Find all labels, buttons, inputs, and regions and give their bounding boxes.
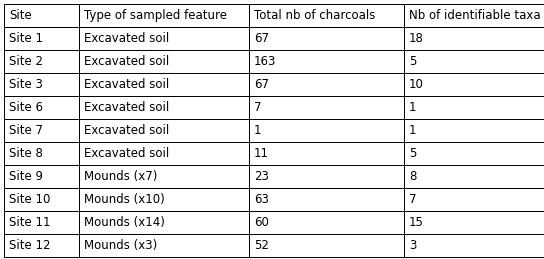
Text: Excavated soil: Excavated soil bbox=[84, 147, 169, 160]
Text: Excavated soil: Excavated soil bbox=[84, 124, 169, 137]
Text: 67: 67 bbox=[254, 32, 269, 45]
Text: Site 12: Site 12 bbox=[9, 239, 51, 252]
Bar bbox=[4, 188, 79, 211]
Bar bbox=[249, 73, 404, 96]
Bar bbox=[404, 96, 544, 119]
Text: Site 6: Site 6 bbox=[9, 101, 43, 114]
Text: 1: 1 bbox=[409, 124, 417, 137]
Text: 63: 63 bbox=[254, 193, 269, 206]
Bar bbox=[4, 211, 79, 234]
Text: Site 1: Site 1 bbox=[9, 32, 43, 45]
Bar bbox=[4, 27, 79, 50]
Bar bbox=[404, 142, 544, 165]
Text: Total nb of charcoals: Total nb of charcoals bbox=[254, 9, 375, 22]
Bar bbox=[249, 96, 404, 119]
Bar bbox=[404, 119, 544, 142]
Text: Site: Site bbox=[9, 9, 32, 22]
Text: 7: 7 bbox=[409, 193, 417, 206]
Text: Site 7: Site 7 bbox=[9, 124, 43, 137]
Text: Excavated soil: Excavated soil bbox=[84, 101, 169, 114]
Text: Mounds (x3): Mounds (x3) bbox=[84, 239, 157, 252]
Bar bbox=[4, 73, 79, 96]
Text: Excavated soil: Excavated soil bbox=[84, 32, 169, 45]
Bar bbox=[404, 73, 544, 96]
Bar bbox=[404, 4, 544, 27]
Text: 10: 10 bbox=[409, 78, 424, 91]
Bar bbox=[79, 119, 249, 142]
Text: Mounds (x10): Mounds (x10) bbox=[84, 193, 165, 206]
Bar bbox=[79, 4, 249, 27]
Bar bbox=[249, 234, 404, 257]
Bar bbox=[79, 165, 249, 188]
Text: 15: 15 bbox=[409, 216, 424, 229]
Bar bbox=[404, 211, 544, 234]
Text: 163: 163 bbox=[254, 55, 276, 68]
Text: 8: 8 bbox=[409, 170, 416, 183]
Text: Site 2: Site 2 bbox=[9, 55, 43, 68]
Bar bbox=[404, 27, 544, 50]
Text: 1: 1 bbox=[254, 124, 262, 137]
Text: Site 10: Site 10 bbox=[9, 193, 51, 206]
Bar bbox=[4, 165, 79, 188]
Bar bbox=[79, 142, 249, 165]
Bar bbox=[79, 211, 249, 234]
Text: 23: 23 bbox=[254, 170, 269, 183]
Bar bbox=[249, 119, 404, 142]
Text: Excavated soil: Excavated soil bbox=[84, 55, 169, 68]
Text: Mounds (x7): Mounds (x7) bbox=[84, 170, 157, 183]
Text: 5: 5 bbox=[409, 55, 416, 68]
Bar bbox=[4, 4, 79, 27]
Text: Site 8: Site 8 bbox=[9, 147, 43, 160]
Bar bbox=[249, 142, 404, 165]
Bar bbox=[404, 188, 544, 211]
Bar bbox=[249, 188, 404, 211]
Text: 5: 5 bbox=[409, 147, 416, 160]
Bar bbox=[404, 234, 544, 257]
Bar bbox=[249, 211, 404, 234]
Bar bbox=[79, 234, 249, 257]
Bar bbox=[79, 188, 249, 211]
Text: Excavated soil: Excavated soil bbox=[84, 78, 169, 91]
Bar bbox=[4, 142, 79, 165]
Text: Nb of identifiable taxa: Nb of identifiable taxa bbox=[409, 9, 541, 22]
Bar bbox=[79, 27, 249, 50]
Bar bbox=[404, 50, 544, 73]
Text: 7: 7 bbox=[254, 101, 262, 114]
Bar bbox=[4, 96, 79, 119]
Bar bbox=[404, 165, 544, 188]
Text: Mounds (x14): Mounds (x14) bbox=[84, 216, 165, 229]
Text: 67: 67 bbox=[254, 78, 269, 91]
Bar bbox=[4, 50, 79, 73]
Bar bbox=[249, 27, 404, 50]
Bar bbox=[249, 4, 404, 27]
Bar bbox=[4, 119, 79, 142]
Text: Site 3: Site 3 bbox=[9, 78, 43, 91]
Bar bbox=[4, 234, 79, 257]
Text: 1: 1 bbox=[409, 101, 417, 114]
Bar bbox=[79, 73, 249, 96]
Bar bbox=[79, 50, 249, 73]
Text: 11: 11 bbox=[254, 147, 269, 160]
Bar bbox=[79, 96, 249, 119]
Bar bbox=[249, 165, 404, 188]
Text: 18: 18 bbox=[409, 32, 424, 45]
Text: Type of sampled feature: Type of sampled feature bbox=[84, 9, 227, 22]
Text: 52: 52 bbox=[254, 239, 269, 252]
Text: Site 11: Site 11 bbox=[9, 216, 51, 229]
Text: 3: 3 bbox=[409, 239, 416, 252]
Bar bbox=[249, 50, 404, 73]
Text: 60: 60 bbox=[254, 216, 269, 229]
Text: Site 9: Site 9 bbox=[9, 170, 43, 183]
